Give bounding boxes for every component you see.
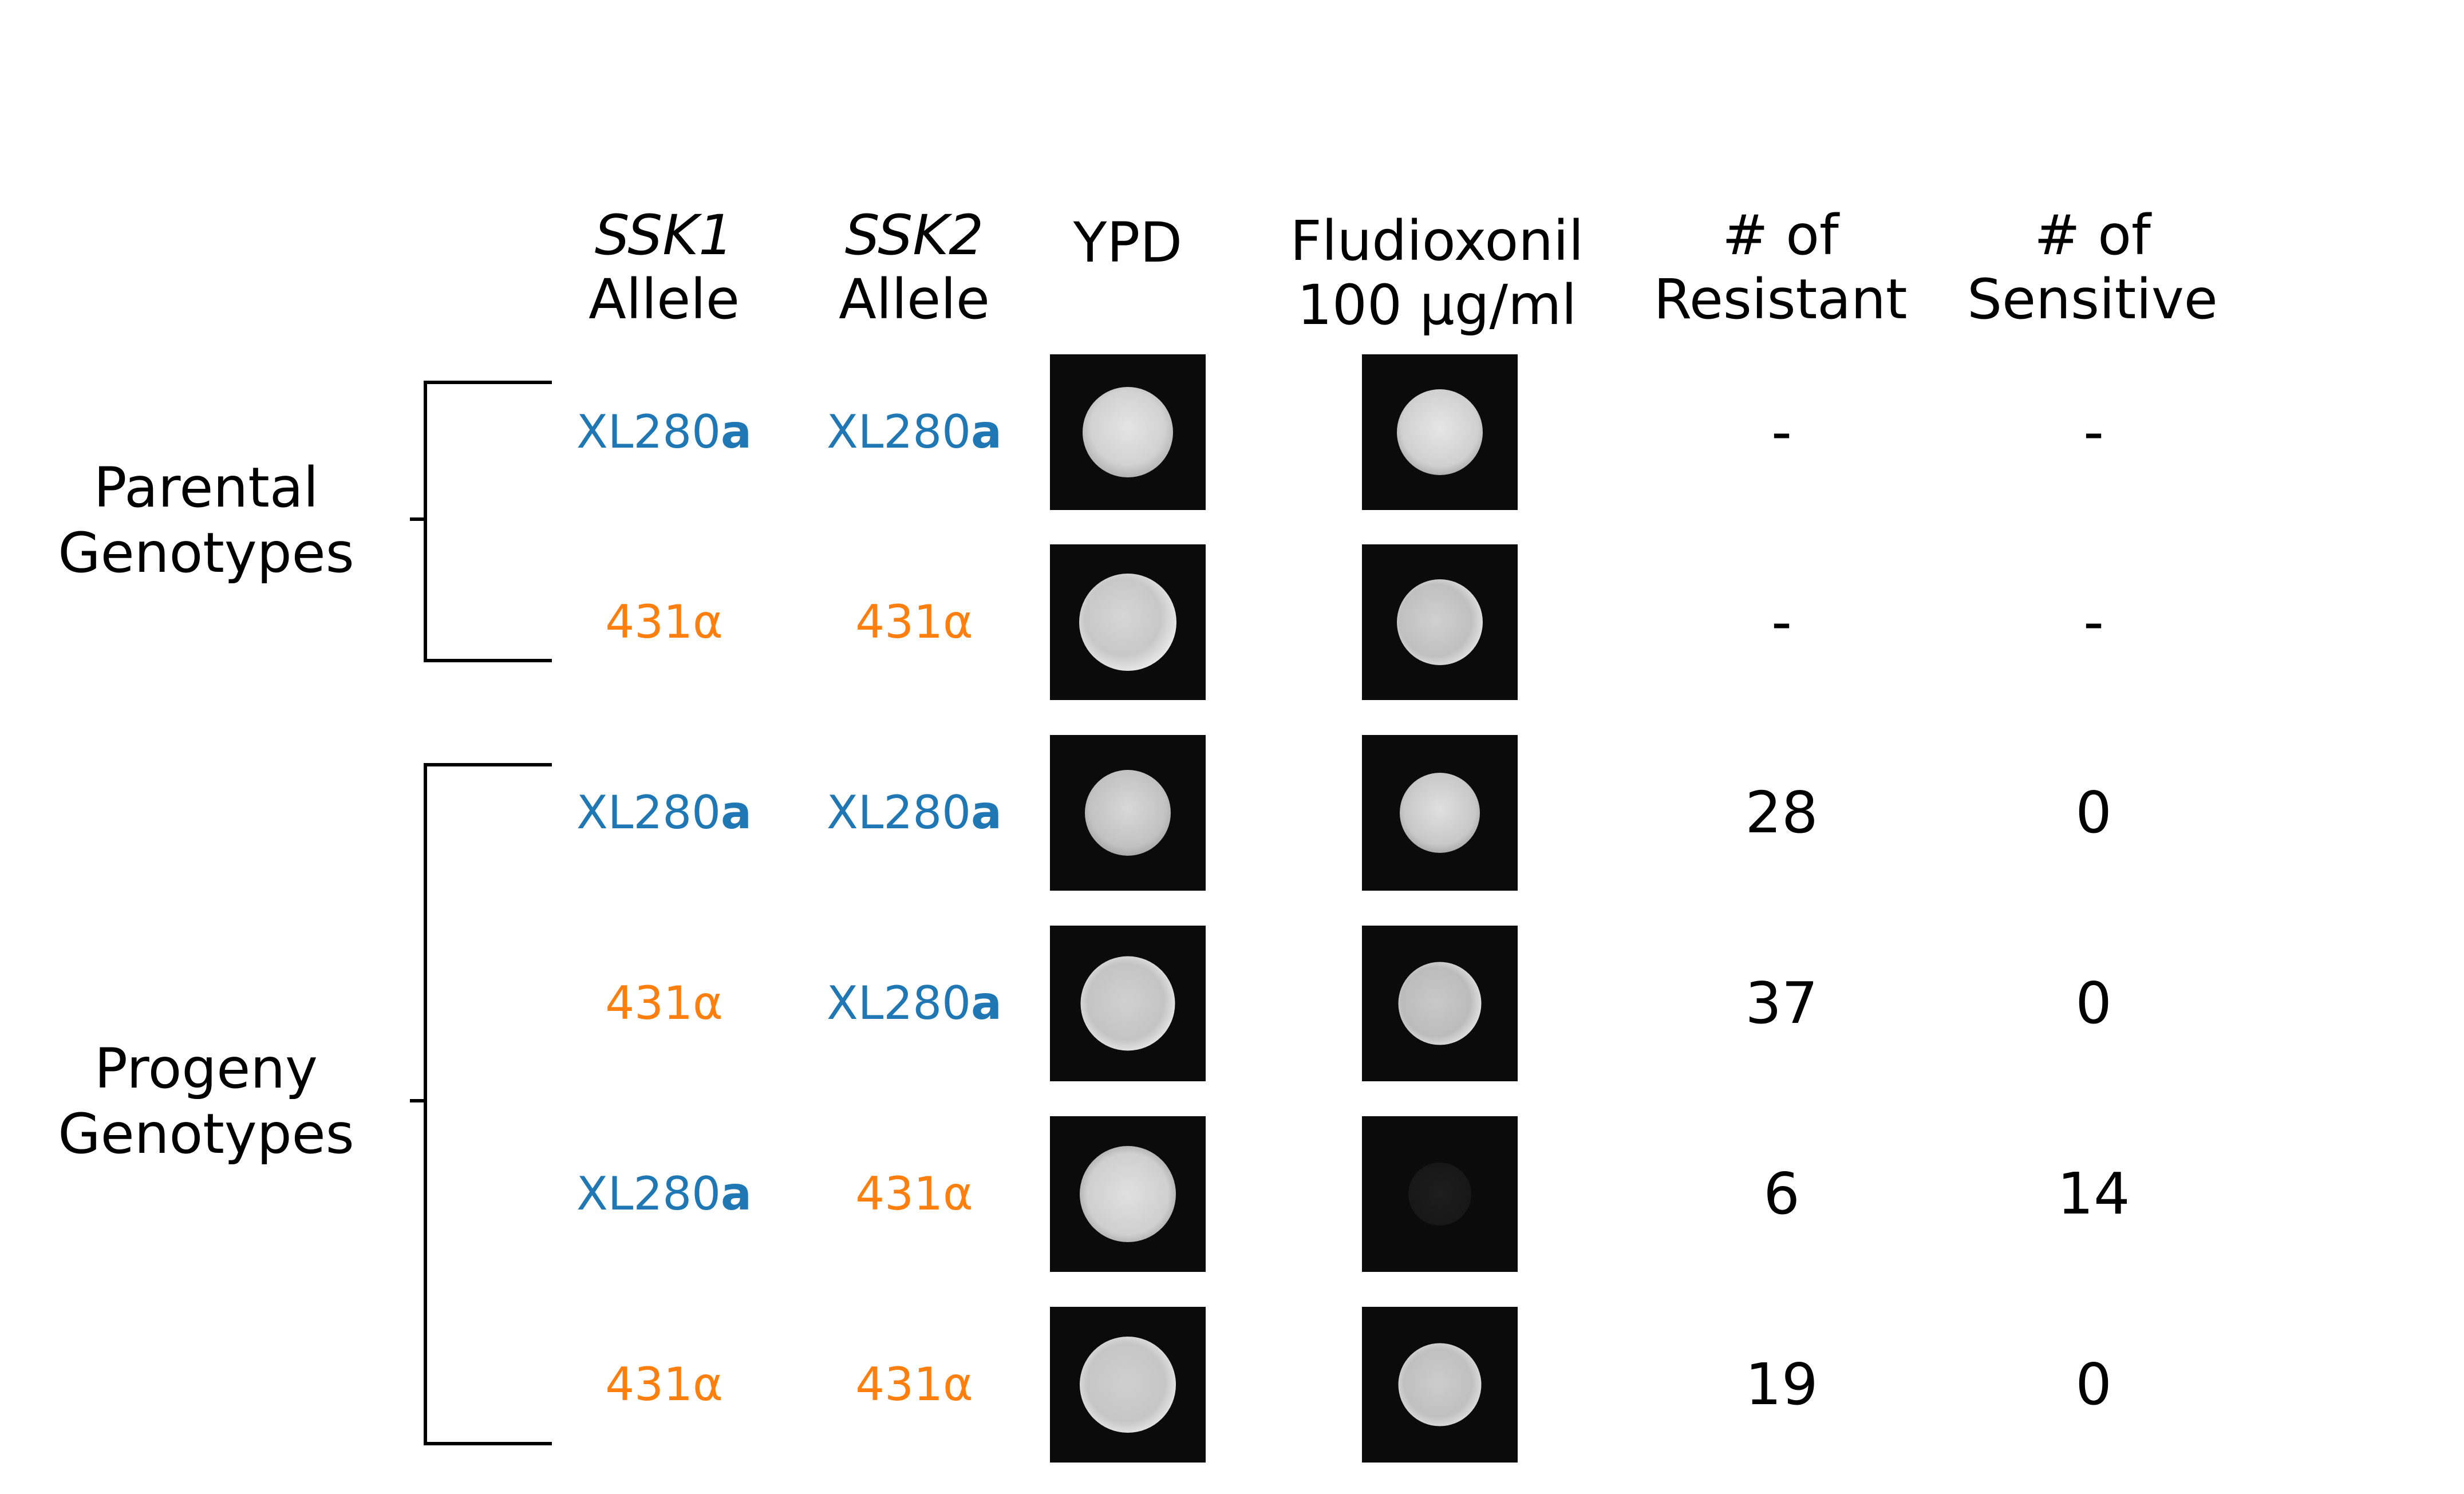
row-3-resistant-count: 28 [1745,779,1818,846]
row-2-resistant-count: - [1771,588,1792,655]
header-sensitive-line1: # of [2034,203,2151,267]
bracket-parental [424,381,552,662]
header-fludioxonil-line1: Fludioxonil [1290,209,1584,273]
row-6-sensitive-count: 0 [2075,1351,2112,1418]
yeast-colony [1398,962,1482,1045]
row-1-fludioxonil-plate [1362,354,1518,510]
group-progeny-line1: Progeny [94,1037,318,1101]
row-1-ssk1-allele: XL280a [550,404,779,461]
row-4-ssk1-allele: 431α [605,977,723,1030]
header-ssk1-sub: Allele [589,267,740,331]
yeast-colony [1398,1343,1482,1426]
row-1-ssk2-allele: XL280a [800,404,1029,461]
row-2-ssk2-allele: 431α [855,595,973,649]
allele-xl280-prefix: XL280 [576,786,721,839]
allele-xl280-prefix: XL280 [576,405,721,459]
row-5-fludioxonil-plate [1362,1116,1518,1272]
row-3-fludioxonil-plate [1362,735,1518,891]
row-6-ssk1-allele: 431α [605,1358,723,1411]
row-2-ssk1-allele: 431α [605,595,723,649]
header-resistant-line2: Resistant [1653,267,1908,331]
row-4-resistant-count: 37 [1745,970,1818,1037]
bracket-progeny-tick [410,1099,426,1102]
yeast-colony [1080,956,1175,1051]
yeast-colony [1080,1337,1176,1433]
header-ssk2-gene: SSK2 [844,203,984,267]
row-1-ypd-plate [1050,354,1206,510]
group-label-parental: Parental Genotypes [34,455,378,586]
yeast-colony [1400,773,1480,853]
row-4-ypd-plate [1050,926,1206,1081]
row-2-sensitive-count: - [2083,588,2104,655]
header-ssk2: SSK2 Allele [823,203,1006,331]
row-5-ssk1-allele: XL280a [550,1165,779,1223]
row-2-fludioxonil-plate [1362,544,1518,700]
allele-xl280-prefix: XL280 [826,405,972,459]
yeast-colony [1397,579,1483,665]
row-3-ssk2-allele: XL280a [800,784,1029,841]
header-ssk1-gene: SSK1 [594,203,734,267]
row-6-resistant-count: 19 [1745,1351,1818,1418]
yeast-colony [1085,770,1171,856]
header-ssk1: SSK1 Allele [572,203,756,331]
allele-xl280-mating-type: a [721,405,752,459]
row-6-ssk2-allele: 431α [855,1358,973,1411]
row-3-sensitive-count: 0 [2075,779,2112,846]
group-parental-line2: Genotypes [58,521,354,585]
header-sensitive-line2: Sensitive [1967,267,2218,331]
header-fludioxonil-line2: 100 μg/ml [1297,273,1577,337]
row-6-fludioxonil-plate [1362,1307,1518,1463]
row-4-sensitive-count: 0 [2075,970,2112,1037]
row-5-sensitive-count: 14 [2057,1160,2130,1227]
header-ypd-label: YPD [1073,211,1183,275]
allele-xl280-mating-type: a [721,786,752,839]
header-fludioxonil: Fludioxonil 100 μg/ml [1271,209,1603,337]
row-3-ypd-plate [1050,735,1206,891]
group-progeny-line2: Genotypes [58,1102,354,1166]
row-6-ypd-plate [1050,1307,1206,1463]
yeast-colony [1397,389,1483,475]
group-parental-line1: Parental [93,456,319,520]
row-1-resistant-count: - [1771,398,1792,465]
allele-xl280-mating-type: a [971,977,1002,1030]
header-sensitive: # of Sensitive [1949,203,2236,331]
header-ypd: YPD [1036,211,1219,275]
row-5-ssk2-allele: 431α [855,1167,973,1220]
allele-xl280-mating-type: a [971,786,1002,839]
allele-xl280-mating-type: a [971,405,1002,459]
yeast-colony [1079,574,1176,671]
allele-xl280-prefix: XL280 [576,1167,721,1220]
allele-xl280-prefix: XL280 [826,786,972,839]
yeast-colony [1080,1146,1176,1242]
header-resistant: # of Resistant [1637,203,1924,331]
header-ssk2-sub: Allele [839,267,990,331]
row-5-ypd-plate [1050,1116,1206,1272]
bracket-parental-tick [410,517,426,521]
allele-xl280-mating-type: a [721,1167,752,1220]
row-1-sensitive-count: - [2083,398,2104,465]
header-resistant-line1: # of [1722,203,1839,267]
row-5-resistant-count: 6 [1763,1160,1800,1227]
allele-xl280-prefix: XL280 [826,977,972,1030]
yeast-colony [1408,1163,1471,1226]
row-4-fludioxonil-plate [1362,926,1518,1081]
row-2-ypd-plate [1050,544,1206,700]
row-3-ssk1-allele: XL280a [550,784,779,841]
row-4-ssk2-allele: XL280a [800,975,1029,1032]
bracket-progeny [424,763,552,1445]
group-label-progeny: Progeny Genotypes [34,1036,378,1167]
yeast-colony [1083,387,1173,477]
